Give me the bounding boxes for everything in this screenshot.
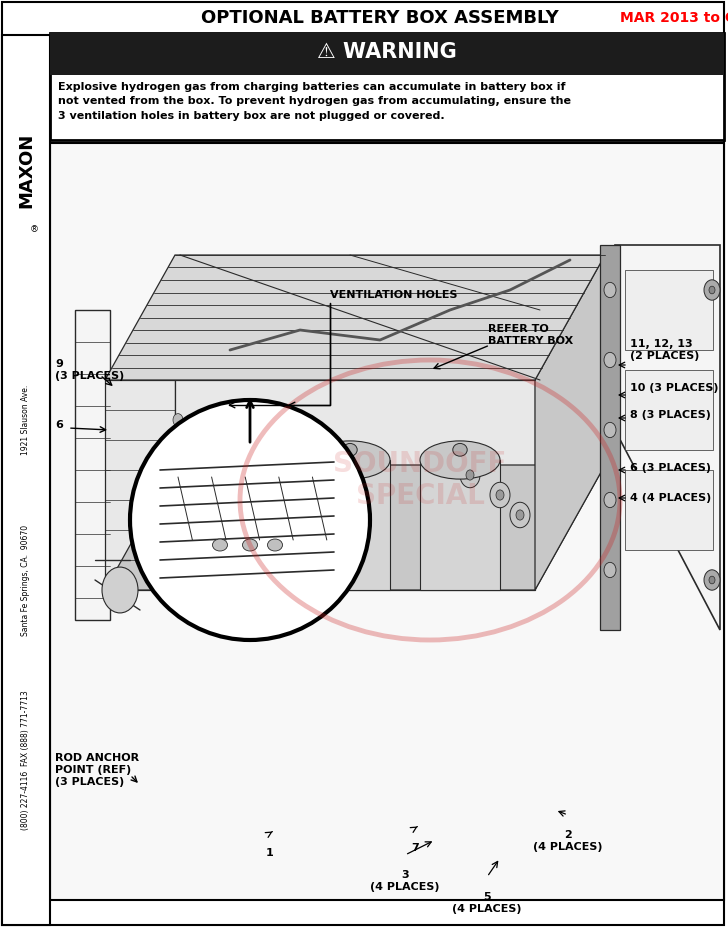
Ellipse shape: [343, 443, 357, 456]
Text: 9
(3 PLACES): 9 (3 PLACES): [55, 359, 124, 381]
Circle shape: [173, 534, 183, 546]
Text: 11, 12, 13
(2 PLACES): 11, 12, 13 (2 PLACES): [630, 339, 700, 361]
Text: 1921 Slauson Ave.: 1921 Slauson Ave.: [22, 385, 31, 455]
Ellipse shape: [420, 441, 500, 479]
Text: Explosive hydrogen gas from charging batteries can accumulate in battery box if
: Explosive hydrogen gas from charging bat…: [58, 82, 571, 121]
Circle shape: [510, 502, 530, 527]
Text: 7: 7: [411, 843, 419, 853]
Circle shape: [709, 286, 715, 294]
Circle shape: [466, 470, 474, 480]
Polygon shape: [535, 255, 605, 590]
Bar: [50, 33, 724, 75]
Text: 5
(4 PLACES): 5 (4 PLACES): [452, 892, 522, 914]
Ellipse shape: [242, 539, 258, 551]
Bar: [50, 143, 724, 900]
Text: 1: 1: [266, 848, 274, 858]
Text: 6: 6: [55, 420, 63, 430]
Text: OPTIONAL BATTERY BOX ASSEMBLY: OPTIONAL BATTERY BOX ASSEMBLY: [201, 9, 559, 27]
Text: 2
(4 PLACES): 2 (4 PLACES): [533, 830, 603, 852]
Circle shape: [173, 453, 183, 466]
Circle shape: [173, 494, 183, 506]
Ellipse shape: [213, 539, 227, 551]
Circle shape: [496, 489, 504, 500]
Circle shape: [102, 567, 138, 613]
Circle shape: [604, 283, 616, 298]
Polygon shape: [75, 310, 110, 620]
Text: 8 (3 PLACES): 8 (3 PLACES): [630, 410, 711, 420]
Bar: [200, 460, 280, 590]
Polygon shape: [105, 380, 175, 590]
Bar: [625, 270, 713, 350]
Bar: [625, 370, 713, 450]
Polygon shape: [105, 255, 605, 380]
Ellipse shape: [130, 400, 370, 640]
Circle shape: [516, 510, 524, 520]
Text: MAXON: MAXON: [17, 133, 35, 208]
Text: 10 (3 PLACES): 10 (3 PLACES): [630, 383, 719, 393]
Text: ®: ®: [30, 225, 39, 235]
Circle shape: [709, 577, 715, 584]
Circle shape: [490, 482, 510, 508]
Ellipse shape: [453, 443, 467, 456]
Text: REFER TO
BATTERY BOX: REFER TO BATTERY BOX: [488, 324, 573, 346]
Text: VENTILATION HOLES: VENTILATION HOLES: [330, 290, 457, 300]
Polygon shape: [105, 465, 605, 590]
Polygon shape: [600, 245, 620, 630]
Bar: [310, 460, 390, 590]
Text: 4 (4 PLACES): 4 (4 PLACES): [630, 493, 711, 503]
Bar: [625, 470, 713, 550]
Text: MAR 2013 to OCT 2017: MAR 2013 to OCT 2017: [620, 11, 728, 25]
Text: ROD ANCHOR
POINT (REF)
(3 PLACES): ROD ANCHOR POINT (REF) (3 PLACES): [55, 754, 139, 787]
Ellipse shape: [233, 443, 248, 456]
Circle shape: [173, 413, 183, 426]
Ellipse shape: [200, 441, 280, 479]
Ellipse shape: [267, 539, 282, 551]
Text: Santa Fe Springs, CA.  90670: Santa Fe Springs, CA. 90670: [22, 525, 31, 636]
Text: SOUNDOFF
SPECIAL: SOUNDOFF SPECIAL: [333, 450, 507, 510]
Circle shape: [460, 463, 480, 488]
Polygon shape: [615, 245, 720, 630]
Bar: [420, 460, 500, 590]
Bar: [50, 33, 724, 140]
Text: 6 (3 PLACES): 6 (3 PLACES): [630, 463, 711, 473]
Text: ⚠ WARNING: ⚠ WARNING: [317, 42, 457, 62]
Circle shape: [604, 563, 616, 578]
Circle shape: [604, 492, 616, 508]
Text: (800) 227-4116  FAX (888) 771-7713: (800) 227-4116 FAX (888) 771-7713: [22, 690, 31, 830]
Bar: [2, 35, 50, 925]
Circle shape: [604, 352, 616, 368]
Ellipse shape: [310, 441, 390, 479]
Polygon shape: [175, 380, 535, 590]
Text: 3
(4 PLACES): 3 (4 PLACES): [371, 870, 440, 892]
Circle shape: [604, 423, 616, 438]
Circle shape: [704, 570, 720, 590]
Circle shape: [704, 280, 720, 300]
